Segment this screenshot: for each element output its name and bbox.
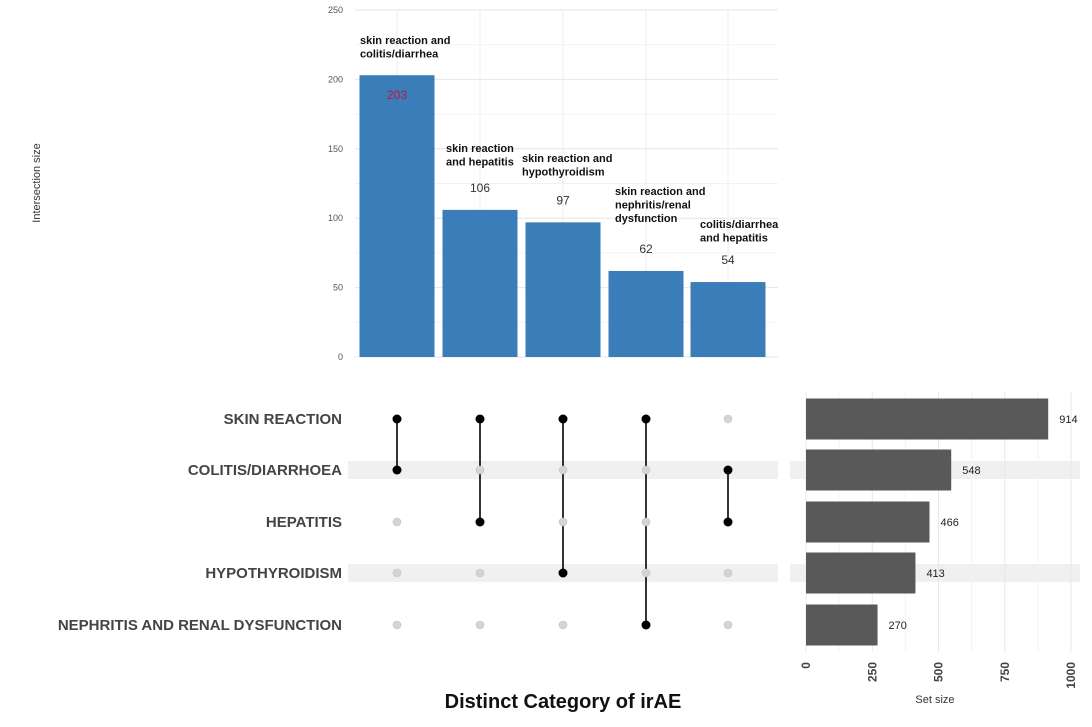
setsize-value-label: 413	[926, 568, 944, 580]
setsize-bar	[806, 449, 952, 491]
matrix-dot-empty	[475, 568, 485, 578]
matrix-dot-filled	[392, 414, 402, 424]
matrix-dot-empty	[641, 568, 651, 578]
setsize-tick-label: 250	[865, 662, 879, 682]
bar-annotation-label: dysfunction	[615, 213, 678, 225]
y-axis-title: Intersection size	[31, 143, 43, 222]
setsize-bar	[806, 501, 930, 543]
bar-value-label: 203	[387, 88, 407, 102]
matrix-dot-filled	[558, 414, 568, 424]
setsize-bar	[806, 398, 1049, 440]
setsize-tick-label: 750	[998, 662, 1012, 682]
setsize-tick-label: 500	[932, 662, 946, 682]
y-tick-label: 250	[328, 5, 343, 15]
bar-annotation-label: skin reaction and	[615, 186, 705, 198]
set-name-label: HYPOTHYROIDISM	[205, 565, 342, 582]
setsize-value-label: 914	[1059, 414, 1077, 426]
matrix-dot-empty	[392, 568, 402, 578]
set-name-label: COLITIS/DIARRHOEA	[188, 462, 342, 479]
matrix-dot-empty	[392, 620, 402, 630]
matrix-dot-empty	[558, 620, 568, 630]
y-tick-label: 200	[328, 74, 343, 84]
matrix-dot-empty	[475, 620, 485, 630]
set-name-label: HEPATITIS	[266, 514, 342, 531]
matrix-dot-filled	[475, 517, 485, 527]
bar-annotation-label: skin reaction	[446, 143, 514, 155]
matrix-axis-title: Distinct Category of irAE	[445, 691, 682, 713]
matrix-dot-filled	[392, 465, 402, 475]
bar-value-label: 97	[556, 193, 570, 207]
setsize-bar	[806, 604, 878, 646]
intersection-bar	[442, 209, 518, 357]
set-name-label: NEPHRITIS AND RENAL DYSFUNCTION	[58, 617, 342, 634]
y-tick-label: 100	[328, 213, 343, 223]
intersection-bar	[690, 282, 766, 357]
setsize-tick-label: 1000	[1064, 662, 1078, 689]
matrix-dot-empty	[392, 517, 402, 527]
matrix-dot-empty	[723, 568, 733, 578]
matrix-dot-filled	[723, 517, 733, 527]
bar-value-label: 54	[721, 253, 735, 267]
matrix-dot-filled	[475, 414, 485, 424]
matrix-dot-empty	[641, 517, 651, 527]
matrix-dot-empty	[558, 465, 568, 475]
setsize-value-label: 466	[940, 517, 958, 529]
bar-annotation-label: skin reaction and	[522, 153, 612, 165]
matrix-dot-empty	[641, 465, 651, 475]
bar-value-label: 62	[639, 242, 653, 256]
bar-annotation-label: hypothyroidism	[522, 167, 605, 179]
matrix-dot-filled	[558, 568, 568, 578]
intersection-bar	[525, 222, 601, 357]
bar-annotation-label: nephritis/renal	[615, 200, 691, 212]
set-name-label: SKIN REACTION	[224, 411, 342, 428]
setsize-value-label: 270	[889, 620, 907, 632]
intersection-bar	[359, 75, 435, 358]
setsize-axis-title: Set size	[915, 694, 954, 706]
setsize-tick-label: 0	[799, 662, 813, 669]
bar-value-label: 106	[470, 181, 490, 195]
matrix-dot-empty	[723, 620, 733, 630]
bar-annotation-label: colitis/diarrhea	[360, 49, 439, 61]
matrix-dot-filled	[723, 465, 733, 475]
matrix-dot-empty	[723, 414, 733, 424]
bar-annotation-label: and hepatitis	[700, 233, 768, 245]
bar-annotation-label: skin reaction and	[360, 35, 450, 47]
intersection-bar	[608, 270, 684, 357]
setsize-value-label: 548	[962, 465, 980, 477]
y-tick-label: 50	[333, 283, 343, 293]
setsize-bar	[806, 552, 916, 594]
bar-annotation-label: colitis/diarrhea	[700, 219, 779, 231]
matrix-dot-filled	[641, 620, 651, 630]
y-tick-label: 150	[328, 144, 343, 154]
matrix-dot-empty	[558, 517, 568, 527]
y-tick-label: 0	[338, 352, 343, 362]
bar-annotation-label: and hepatitis	[446, 157, 514, 169]
matrix-dot-empty	[475, 465, 485, 475]
matrix-dot-filled	[641, 414, 651, 424]
